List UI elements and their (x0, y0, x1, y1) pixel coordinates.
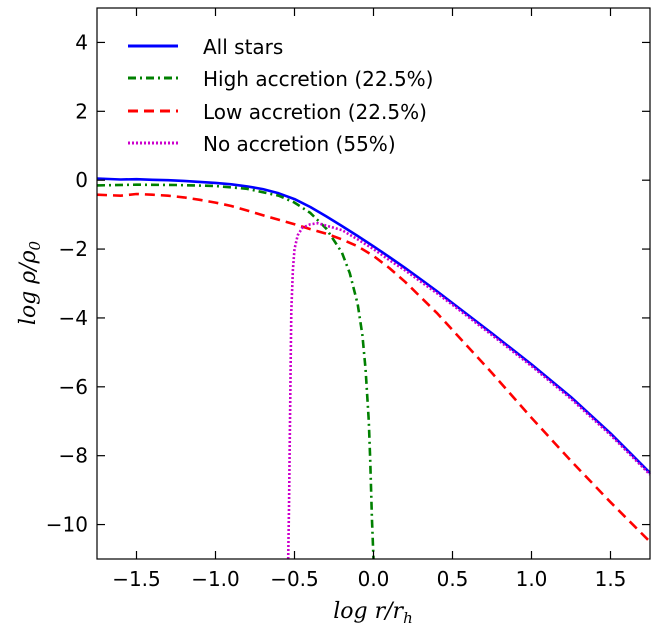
y-tick-label: −10 (46, 513, 88, 537)
legend-label-low-accretion: Low accretion (22.5%) (203, 100, 427, 124)
legend-label-no-accretion: No accretion (55%) (203, 132, 396, 156)
y-tick-label: 0 (75, 168, 88, 192)
y-tick-label: 2 (75, 99, 88, 123)
ticks-layer: −1.5 −1.0 −0.5 0.0 0.5 1.0 1.5 4 2 0 −2 −4 −6 −8 −10 (46, 8, 650, 591)
series-line-all-stars (96, 177, 651, 474)
x-tick-label: 1.5 (595, 567, 627, 591)
legend-label-high-accretion: High accretion (22.5%) (203, 67, 433, 91)
series-line-low-accretion-22-5 (96, 192, 651, 543)
x-tick-label: −1.0 (191, 567, 240, 591)
y-tick-label: −6 (59, 375, 88, 399)
y-tick-label: −8 (59, 444, 88, 468)
y-tick-label: −4 (59, 306, 88, 330)
x-tick-label: 0.5 (437, 567, 469, 591)
x-axis-label: log r/rh (333, 599, 412, 627)
series-line-no-accretion-55 (286, 221, 651, 560)
y-axis-label: log ρ/ρ0 (16, 240, 44, 325)
x-tick-label: −1.5 (112, 567, 161, 591)
x-tick-label: 1.0 (516, 567, 548, 591)
y-tick-label: −2 (59, 237, 88, 261)
legend: All stars High accretion (22.5%) Low acc… (128, 35, 433, 156)
series-layer (96, 177, 651, 560)
x-tick-label: 0.0 (358, 567, 390, 591)
y-tick-label: 4 (75, 30, 88, 54)
legend-label-all-stars: All stars (203, 35, 283, 59)
x-tick-label: −0.5 (270, 567, 319, 591)
series-line-high-accretion-22-5 (96, 183, 375, 560)
